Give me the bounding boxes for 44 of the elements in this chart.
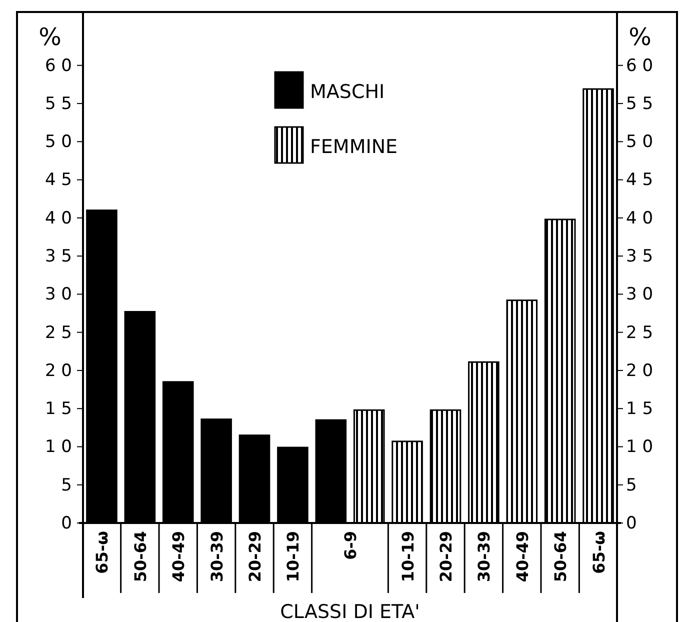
y2-tick-label: 4 0 <box>626 208 654 228</box>
y-tick-label: 4 0 <box>44 208 72 228</box>
x-tick-label: 20-29 <box>436 531 456 582</box>
y-tick-label: 5 <box>61 475 72 496</box>
x-tick-label: 10-19 <box>284 531 303 582</box>
x-tick-label: 6-9 <box>341 531 360 560</box>
y2-tick-label: 3 0 <box>626 284 654 305</box>
x-tick-label: 50-64 <box>130 531 150 582</box>
y2-tick-label: 5 <box>626 475 637 496</box>
y2-tick-label: 4 5 <box>626 170 654 190</box>
x-tick-label: 20-29 <box>246 531 265 582</box>
y2-tick-label: 0 <box>626 513 637 534</box>
y-tick-label: 2 5 <box>44 322 72 343</box>
y-tick-label: 1 5 <box>44 399 72 420</box>
y2-tick-label: 2 5 <box>626 322 654 343</box>
y-tick-label: 0 <box>61 513 72 534</box>
x-tick-label: 65-ω <box>589 530 608 574</box>
x-axis-title: CLASSI DI ETA' <box>280 601 420 622</box>
y2-tick-label: 2 0 <box>626 360 654 381</box>
x-tick-label: 10-19 <box>398 531 418 582</box>
y-tick-label: 3 0 <box>44 284 72 305</box>
y2-tick-label: 5 0 <box>626 132 654 152</box>
x-tick-label: 40-49 <box>512 531 532 582</box>
y2-tick-label: 1 5 <box>626 399 654 420</box>
y2-tick-label: 3 5 <box>626 246 654 266</box>
y2-tick-label: 5 5 <box>626 94 654 114</box>
y-axis-title: % <box>38 23 62 51</box>
legend-label: FEMMINE <box>310 136 398 158</box>
x-tick-label: 50-64 <box>551 531 570 582</box>
legend-label: MASCHI <box>310 81 385 103</box>
y-tick-label: 1 0 <box>44 437 72 458</box>
x-tick-label: 30-39 <box>207 531 226 582</box>
y-tick-label: 6 0 <box>44 56 72 76</box>
y-tick-label: 5 5 <box>44 94 72 114</box>
x-tick-label: 65-ω <box>92 530 112 574</box>
y2-axis-title: % <box>628 23 652 51</box>
y2-tick-label: 6 0 <box>626 56 654 76</box>
y2-tick-label: 1 0 <box>626 437 654 458</box>
x-tick-label: 30-39 <box>474 531 494 582</box>
y-tick-label: 2 0 <box>44 360 72 381</box>
x-tick-label: 40-49 <box>169 531 188 582</box>
y-tick-label: 3 5 <box>44 246 72 266</box>
y-tick-label: 5 0 <box>44 132 72 152</box>
y-tick-label: 4 5 <box>44 170 72 190</box>
